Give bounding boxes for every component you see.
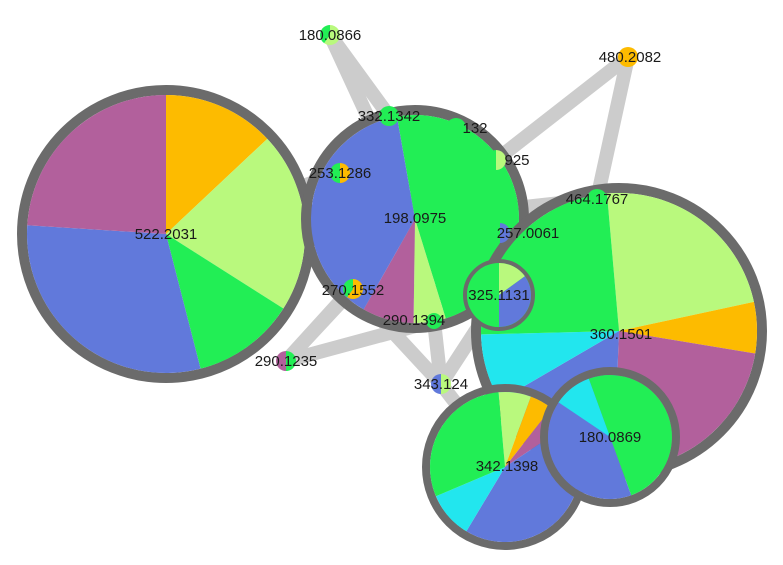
node-label-n325: 325.1131 (468, 287, 529, 304)
pie-slice-yellow (347, 279, 363, 300)
pie-slice-magenta (276, 351, 286, 371)
pie-slice-light_green (166, 138, 305, 309)
pie-slice-magenta (363, 219, 415, 323)
pie-slice-green (426, 313, 442, 329)
pie-slice-green (379, 106, 399, 126)
pie-slice-yellow (166, 95, 268, 234)
pie-slice-light_green (606, 193, 754, 331)
node-label-n360: 360.1501 (590, 326, 653, 343)
node-label-n180b: 180.0869 (579, 429, 642, 446)
node-n290[interactable] (276, 351, 296, 371)
pie-slice-cyan (558, 378, 610, 437)
pie-slice-light_green (496, 150, 506, 170)
pie-slice-blue (500, 223, 510, 243)
node-label-n332: 332.1342 (358, 108, 421, 125)
node-label-n343: 343.124 (414, 376, 468, 393)
node-label-n180a: 180.0866 (299, 27, 362, 44)
pie-slice-yellow (619, 301, 758, 354)
edge-n480-n925 (489, 50, 635, 167)
edge-n480-n464 (590, 50, 635, 206)
pie-slice-green (446, 118, 466, 138)
node-n253[interactable] (330, 163, 350, 183)
node-n464[interactable] (587, 189, 607, 209)
node-label-n270: 270.1552 (322, 282, 385, 299)
node-n180b[interactable] (540, 367, 680, 507)
pie-slice-blue (548, 402, 632, 499)
pie-slice-green (330, 163, 340, 183)
pie-slice-green (467, 263, 499, 327)
node-label-n342: 342.1398 (476, 458, 539, 475)
pie-slice-green (490, 223, 500, 243)
node-layer: 522.2031 198.0975 360.1501 342.1398 180.0869… (17, 25, 767, 550)
pie-slice-magenta (27, 95, 166, 234)
node-n325[interactable] (463, 259, 535, 331)
node-n132[interactable] (446, 118, 466, 138)
node-ring (540, 367, 680, 507)
pie-slice-green (486, 150, 496, 170)
pie-slice-green (320, 25, 330, 44)
pie-slice-blue (499, 276, 531, 327)
node-n270[interactable] (343, 279, 363, 300)
node-ring (463, 259, 535, 331)
node-n480[interactable] (618, 47, 638, 67)
node-label-n464: 464.1767 (566, 191, 629, 208)
pie-slice-light_green (498, 392, 531, 467)
pie-slice-green (587, 189, 607, 209)
node-label-n253: 253.1286 (309, 165, 372, 182)
node-n343[interactable] (431, 374, 451, 394)
node-n332[interactable] (379, 106, 399, 126)
pie-slice-green (429, 392, 505, 497)
node-label-n925: 925 (504, 152, 529, 169)
pie-slice-green (286, 351, 296, 371)
node-label-n480: 480.2082 (599, 49, 662, 66)
node-label-n132: 132 (462, 120, 487, 137)
node-n257[interactable] (490, 223, 510, 243)
node-label-n198: 198.0975 (384, 210, 447, 227)
node-n180a[interactable] (320, 25, 340, 45)
pie-slice-cyan (435, 467, 505, 532)
pie-slice-blue (431, 374, 441, 394)
pie-slice-green (588, 375, 672, 496)
pie-slice-cyan (481, 331, 619, 401)
node-n522[interactable] (17, 85, 315, 383)
pie-slice-light_green (441, 374, 451, 394)
node-label-n394: 290.1394 (383, 312, 446, 329)
pie-slice-blue (26, 225, 201, 374)
pie-slice-green (343, 279, 353, 298)
pie-slice-yellow (505, 396, 552, 467)
pie-slice-light_green (413, 219, 446, 323)
pie-slice-yellow (618, 47, 638, 67)
node-label-n290: 290.1235 (255, 353, 318, 370)
node-n394[interactable] (426, 313, 442, 329)
node-n925[interactable] (486, 150, 506, 170)
pie-slice-light_green (499, 263, 525, 295)
node-label-n257: 257.0061 (497, 225, 560, 242)
pie-slice-green (166, 234, 284, 369)
pie-slice-light_green (324, 25, 340, 45)
node-label-n522: 522.2031 (135, 226, 198, 243)
pie-slice-yellow (340, 163, 350, 183)
